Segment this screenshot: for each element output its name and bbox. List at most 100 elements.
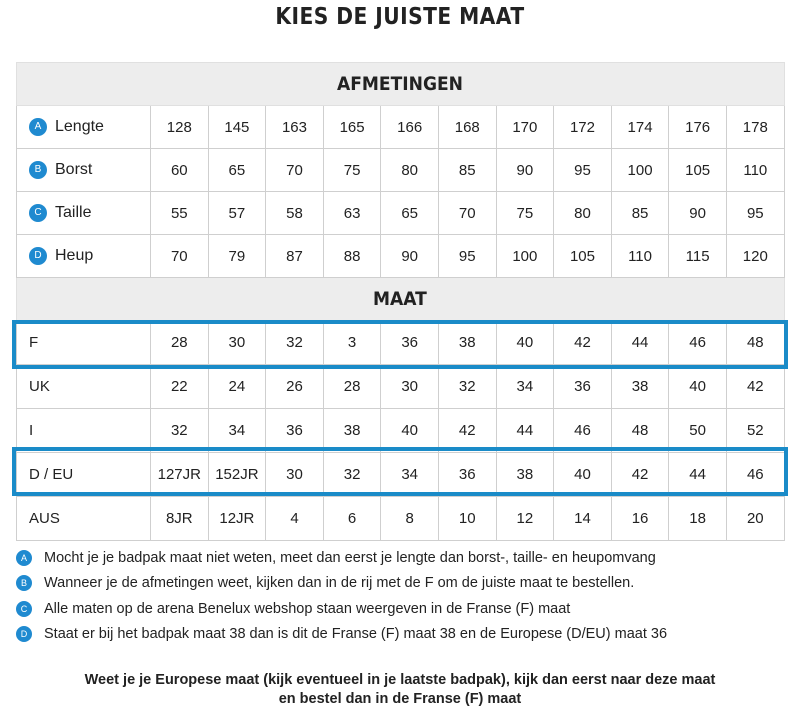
cell: 176 — [668, 105, 727, 149]
cell: 70 — [150, 234, 209, 278]
cell: 178 — [725, 105, 785, 149]
measurements-heading: AFMETINGEN — [16, 62, 785, 106]
notes-list: A Mocht je je badpak maat niet weten, mee… — [16, 545, 796, 647]
cell: 90 — [380, 234, 439, 278]
note-item: C Alle maten op de arena Benelux webshop … — [16, 596, 796, 622]
cell: 12 — [495, 496, 555, 541]
cell: 14 — [553, 496, 612, 541]
cell: 100 — [610, 148, 670, 192]
cell: 8JR — [150, 496, 209, 541]
cell: 18 — [668, 496, 727, 541]
cell: 34 — [207, 408, 267, 453]
note-item: D Staat er bij het badpak maat 38 dan is … — [16, 622, 796, 648]
cell: 75 — [322, 148, 382, 192]
cell: 42 — [437, 408, 497, 453]
cell: 36 — [265, 408, 324, 453]
cell: 34 — [380, 452, 439, 497]
cell: 105 — [553, 234, 612, 278]
measurements-header-row: AFMETINGEN — [16, 62, 785, 106]
cell: 95 — [725, 191, 785, 235]
cell: 22 — [150, 364, 209, 409]
cell: 120 — [725, 234, 785, 278]
cell: 163 — [265, 105, 324, 149]
page-title: KIES DE JUISTE MAAT — [275, 4, 525, 30]
cell: 60 — [150, 148, 209, 192]
measurement-row: A Lengte 128 145 163 165 166 168 170 172 … — [16, 105, 785, 149]
cell: 32 — [437, 364, 497, 409]
cell: 44 — [668, 452, 727, 497]
cell: 30 — [207, 320, 267, 365]
cell: 36 — [380, 320, 439, 365]
cell: 65 — [207, 148, 267, 192]
cell: 20 — [725, 496, 785, 541]
cell: 28 — [150, 320, 209, 365]
cell: 57 — [207, 191, 267, 235]
cell: 40 — [668, 364, 727, 409]
cell: 80 — [380, 148, 439, 192]
cell: 12JR — [207, 496, 267, 541]
cell: 40 — [553, 452, 612, 497]
badge-c-icon: C — [16, 600, 32, 617]
badge-d-icon: D — [29, 247, 47, 266]
sizes-header-row: MAAT — [16, 277, 785, 321]
cell: 48 — [610, 408, 670, 453]
cell: 6 — [322, 496, 382, 541]
cell: 24 — [207, 364, 267, 409]
cell: 30 — [380, 364, 439, 409]
cell: 16 — [610, 496, 670, 541]
size-label: UK — [16, 364, 151, 409]
cell: 85 — [610, 191, 670, 235]
cell: 145 — [207, 105, 267, 149]
measurement-label: A Lengte — [16, 105, 151, 149]
cell: 38 — [610, 364, 670, 409]
cell: 46 — [725, 452, 785, 497]
cell: 127JR — [150, 452, 209, 497]
cell: 70 — [265, 148, 324, 192]
size-label: F — [16, 320, 151, 365]
size-label: AUS — [16, 496, 151, 541]
cell: 40 — [495, 320, 555, 365]
cell: 100 — [495, 234, 555, 278]
size-label: I — [16, 408, 151, 453]
cell: 50 — [668, 408, 727, 453]
size-row-f: F 28 30 32 3 36 38 40 42 44 46 48 — [16, 320, 785, 365]
cell: 26 — [265, 364, 324, 409]
footer-line-1: Weet je je Europese maat (kijk eventueel… — [84, 672, 716, 688]
badge-a-icon: A — [29, 118, 47, 137]
cell: 32 — [322, 452, 382, 497]
measurement-row: D Heup 70 79 87 88 90 95 100 105 110 115 … — [16, 234, 785, 278]
cell: 115 — [668, 234, 727, 278]
cell: 63 — [322, 191, 382, 235]
measurement-label: D Heup — [16, 234, 151, 278]
note-item: B Wanneer je de afmetingen weet, kijken d… — [16, 571, 796, 597]
cell: 110 — [725, 148, 785, 192]
badge-c-icon: C — [29, 204, 47, 223]
cell: 44 — [610, 320, 670, 365]
cell: 75 — [495, 191, 555, 235]
cell: 10 — [437, 496, 497, 541]
cell: 152JR — [207, 452, 267, 497]
badge-a-icon: A — [16, 549, 32, 566]
cell: 90 — [495, 148, 555, 192]
cell: 44 — [495, 408, 555, 453]
cell: 38 — [495, 452, 555, 497]
cell: 65 — [380, 191, 439, 235]
cell: 8 — [380, 496, 439, 541]
cell: 165 — [322, 105, 382, 149]
cell: 90 — [668, 191, 727, 235]
size-chart-table: AFMETINGEN A Lengte 128 145 163 165 166 1… — [16, 62, 785, 541]
footer-line-2: en bestel dan in de Franse (F) maat — [278, 691, 522, 707]
cell: 128 — [150, 105, 209, 149]
size-row-i: I 32 34 36 38 40 42 44 46 48 50 52 — [16, 408, 785, 453]
cell: 4 — [265, 496, 324, 541]
cell: 38 — [437, 320, 497, 365]
cell: 28 — [322, 364, 382, 409]
cell: 48 — [725, 320, 785, 365]
size-row-uk: UK 22 24 26 28 30 32 34 36 38 40 42 — [16, 364, 785, 409]
cell: 42 — [610, 452, 670, 497]
cell: 32 — [265, 320, 324, 365]
cell: 42 — [725, 364, 785, 409]
badge-b-icon: B — [29, 161, 47, 180]
cell: 55 — [150, 191, 209, 235]
cell: 70 — [437, 191, 497, 235]
